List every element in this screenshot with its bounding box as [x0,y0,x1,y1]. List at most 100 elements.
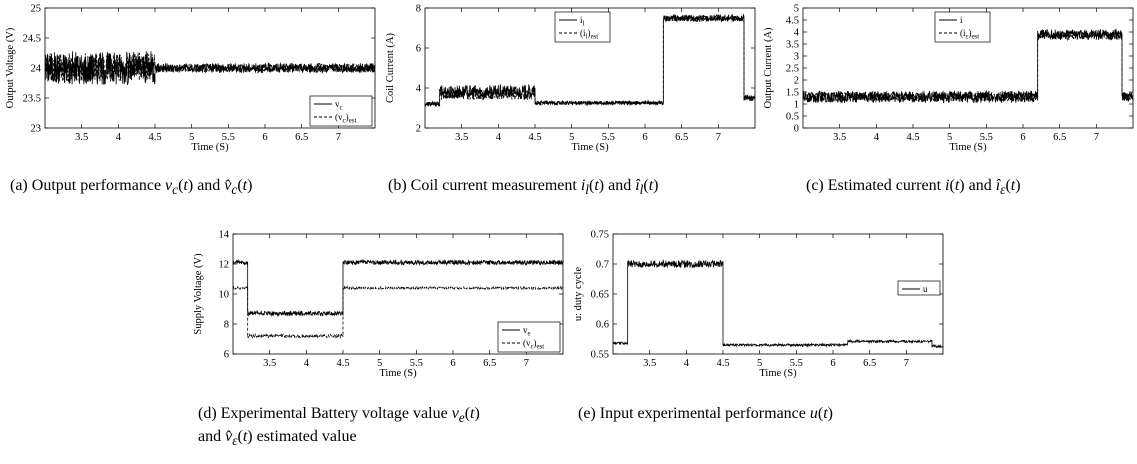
caption-b: (b) Coil current measurement il(t) and î… [388,177,659,198]
y-tick-label-c-6: 3 [794,52,799,63]
x-tick-label-b-6: 6.5 [675,132,688,143]
y-axis-label-d: Supply Voltage (V) [193,253,204,335]
chart-panel-d: 3.5 4 4.5 5 5.5 6 6.5 7 6 8 10 12 14 Time (S) Supply V… [188,226,568,396]
y-tick-label-c-3: 1.5 [786,88,799,99]
y-tick-label-c-7: 3.5 [786,40,799,51]
x-tick-label-a-5: 6 [262,132,267,143]
y-tick-label-a-2: 24 [31,64,42,75]
y-tick-label-d-4: 14 [219,230,230,241]
legend-label-e-0: u [923,284,928,294]
x-tick-label-b-5: 6 [642,132,647,143]
x-tick-label-e-6: 6.5 [863,358,876,369]
series-b-1 [424,14,756,108]
y-tick-label-b-1: 4 [416,84,422,95]
y-tick-label-a-3: 24.5 [23,34,41,45]
y-tick-label-e-3: 0.7 [596,260,609,271]
x-tick-label-e-2: 4.5 [716,358,729,369]
legend-box-e [897,280,941,296]
caption-e: (e) Input experimental performance u(t) [578,405,833,422]
caption-a: (a) Output performance vc(t) and v̂c(t) [10,177,253,198]
x-tick-label-e-0: 3.5 [643,358,656,369]
x-tick-label-d-0: 3.5 [263,358,276,369]
y-axis-label-a: Output Voltage (V) [5,27,16,108]
x-tick-label-c-0: 3.5 [833,132,846,143]
x-tick-label-c-3: 5 [947,132,952,143]
x-tick-label-b-1: 4 [496,132,502,143]
x-tick-label-c-4: 5.5 [980,132,993,143]
x-tick-label-d-2: 4.5 [336,358,349,369]
x-tick-label-d-5: 6 [450,358,455,369]
x-tick-label-b-2: 4.5 [528,132,541,143]
y-tick-label-e-0: 0.55 [591,350,609,361]
legend-label-d-0: ve [523,325,531,338]
x-tick-label-e-3: 5 [757,358,762,369]
legend-label-b-1: (il)est [580,28,598,41]
chart-b-svg: 3.5 4 4.5 5 5.5 6 6.5 7 2 4 6 8 Time (S) Coil Current… [385,4,756,153]
legend-label-b-0: il [580,15,585,28]
x-axis-label-b: Time (S) [571,142,609,153]
chart-d-svg: 3.5 4 4.5 5 5.5 6 6.5 7 6 8 10 12 14 Time (S) Supply V… [193,230,564,379]
x-tick-label-a-7: 7 [336,132,341,143]
y-tick-label-b-2: 6 [416,44,421,55]
series-b-0 [424,13,756,107]
y-tick-label-c-1: 0.5 [786,112,799,123]
legend-label-c-1: (iε)est [960,28,979,41]
x-tick-label-d-4: 5.5 [410,358,423,369]
y-tick-label-c-5: 2.5 [786,64,799,75]
x-axis-label-a: Time (S) [191,142,229,153]
chart-panel-e: 3.5 4 4.5 5 5.5 6 6.5 7 0.55 0.6 0.65 0.7 0.75 Time (… [568,226,948,396]
x-tick-label-e-4: 5.5 [790,358,803,369]
x-tick-label-c-6: 6.5 [1053,132,1066,143]
x-tick-label-d-7: 7 [524,358,529,369]
y-tick-label-d-3: 12 [219,260,230,271]
x-tick-label-a-4: 5.5 [222,132,235,143]
y-axis-label-b: Coil Current (A) [385,33,396,103]
series-a-1 [44,53,376,84]
y-tick-label-e-2: 0.65 [591,290,609,301]
caption-c: (c) Estimated current i(t) and îε(t) [806,177,1021,198]
chart-panel-c: 3.5 4 4.5 5 5.5 6 6.5 7 0 0.5 1 1.5 2 2.5 3 3.5 4 4.5 5 Tim… [760,0,1137,170]
chart-panel-b: 3.5 4 4.5 5 5.5 6 6.5 7 2 4 6 8 Time (S) Coil Current… [380,0,760,170]
y-tick-label-c-9: 4.5 [786,16,799,27]
legend-label-a-0: vc [335,99,343,112]
x-tick-label-c-7: 7 [1094,132,1099,143]
plot-frame-b [424,7,756,129]
x-tick-label-c-1: 4 [874,132,880,143]
legend-box-b [554,11,611,43]
legend-box-c [934,11,991,43]
y-tick-label-c-4: 2 [794,76,799,87]
y-tick-label-c-8: 4 [794,28,800,39]
y-tick-label-e-1: 0.6 [596,320,609,331]
legend-box-d [497,321,561,353]
y-tick-label-a-1: 23.5 [23,94,41,105]
y-tick-label-d-2: 10 [219,290,230,301]
plot-frame-e [612,233,944,355]
y-tick-label-c-10: 5 [794,4,799,15]
y-tick-label-a-4: 25 [31,4,42,15]
legend-label-c-0: i [960,15,963,25]
y-axis-label-c: Output Current (A) [763,27,774,109]
legend-label-a-1: (vc)est [335,112,356,125]
x-tick-label-b-7: 7 [716,132,721,143]
y-tick-label-b-3: 8 [416,4,421,15]
y-tick-label-b-0: 2 [416,124,421,135]
y-tick-label-c-0: 0 [794,124,799,135]
series-e-0 [612,259,944,349]
series-c-1 [802,30,1134,103]
x-tick-label-b-3: 5 [569,132,574,143]
legend-label-d-1: (vε)est [523,338,544,351]
caption-d: (d) Experimental Battery voltage value v… [198,405,480,449]
x-tick-label-a-6: 6.5 [295,132,308,143]
x-axis-label-c: Time (S) [949,142,987,153]
y-tick-label-e-4: 0.75 [591,230,609,241]
x-tick-label-a-0: 3.5 [75,132,88,143]
y-axis-label-e: u: duty cycle [573,267,584,322]
y-tick-label-d-0: 6 [224,350,229,361]
x-tick-label-e-7: 7 [904,358,909,369]
chart-a-svg: 3.5 4 4.5 5 5.5 6 6.5 7 23 23.5 24 24.5 25 Time (S) Ou… [5,4,376,153]
x-tick-label-d-1: 4 [304,358,310,369]
y-tick-label-d-1: 8 [224,320,229,331]
x-tick-label-c-5: 6 [1020,132,1025,143]
x-axis-label-e: Time (S) [759,368,797,379]
x-tick-label-a-1: 4 [116,132,122,143]
